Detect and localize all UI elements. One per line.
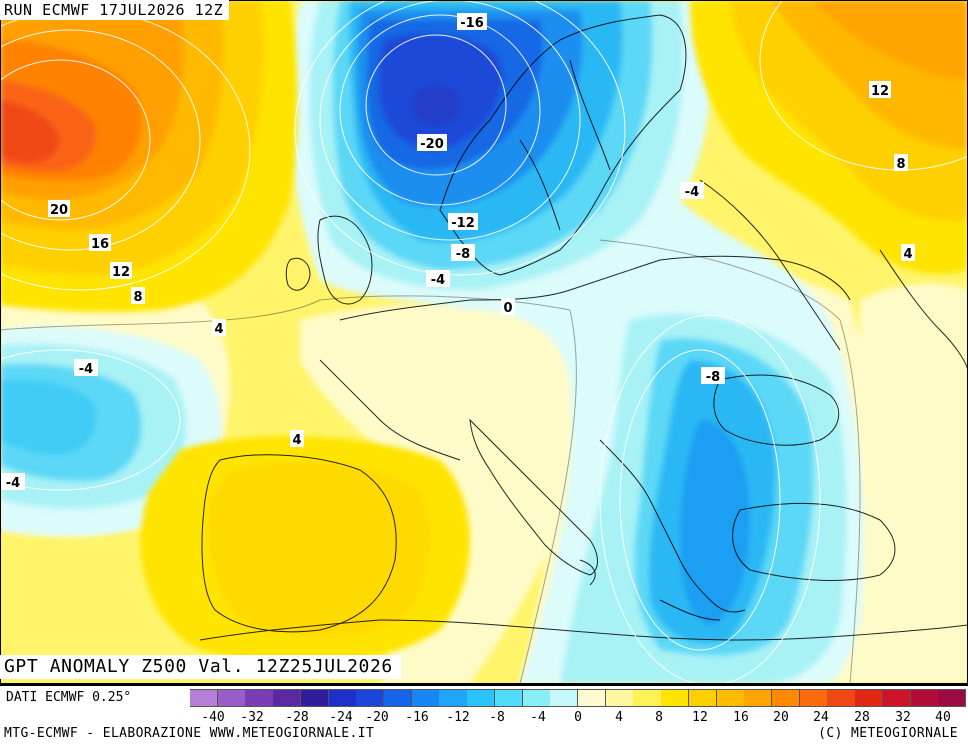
colorbar-swatch: [217, 689, 246, 707]
colorbar-swatch: [744, 689, 773, 707]
colorbar-swatch: [467, 689, 496, 707]
contour-label: -4: [79, 362, 93, 377]
colorbar-swatch: [300, 689, 330, 707]
contour-label: -16: [460, 16, 484, 31]
map-title: GPT ANOMALY Z500 Val. 12Z25JUL2026: [0, 655, 401, 679]
contour-label: 16: [91, 237, 109, 252]
colorbar-tick-label: -20: [365, 710, 389, 725]
colorbar-swatch: [245, 689, 274, 707]
colorbar: [190, 689, 967, 707]
negative-anomaly-areas: [0, 0, 864, 684]
colorbar-tick-label: 40: [935, 710, 951, 725]
colorbar-tick-label: 24: [813, 710, 829, 725]
contour-label: -4: [6, 476, 20, 491]
run-label: RUN ECMWF 17JUL2026 12Z: [0, 0, 230, 20]
colorbar-swatch: [578, 689, 607, 707]
colorbar-tick-label: -32: [240, 710, 264, 725]
colorbar-swatch: [633, 689, 662, 707]
contour-label: 20: [50, 203, 68, 218]
contour-label: 12: [112, 265, 130, 280]
colorbar-swatch: [411, 689, 440, 707]
contour-label: -20: [420, 137, 444, 152]
legend-panel: DATI ECMWF 0.25° -40 -32 -28 -24 -20 -16 -12 -8…: [0, 684, 968, 747]
colorbar-tick-label: 4: [615, 710, 623, 725]
footer-left: MTG-ECMWF - ELABORAZIONE WWW.METEOGIORNA…: [4, 726, 375, 741]
colorbar-tick-label: -24: [329, 710, 353, 725]
contour-labels: -16 -20 -12 -8 -4 0 -4 12 8 4 20 16 12 8…: [1, 13, 915, 491]
contour-label: -4: [685, 185, 699, 200]
colorbar-swatch: [550, 689, 579, 707]
colorbar-swatch: [688, 689, 718, 707]
contour-label: 4: [903, 247, 912, 262]
colorbar-tick-label: 0: [574, 710, 582, 725]
colorbar-tick-label: -16: [405, 710, 429, 725]
contour-label: 4: [214, 322, 223, 337]
colorbar-tick-label: -12: [446, 710, 470, 725]
colorbar-swatch: [605, 689, 634, 707]
data-source-label: DATI ECMWF 0.25°: [6, 690, 132, 705]
colorbar-tick-label: 8: [655, 710, 663, 725]
contour-label: -8: [456, 247, 470, 262]
colorbar-swatch: [938, 689, 967, 707]
colorbar-swatch: [328, 689, 357, 707]
colorbar-swatch: [439, 689, 468, 707]
colorbar-tick-label: 28: [854, 710, 870, 725]
positive-anomaly-areas: [0, 0, 968, 664]
colorbar-tick-label: -4: [530, 710, 546, 725]
colorbar-swatch: [855, 689, 884, 707]
colorbar-swatch: [799, 689, 828, 707]
colorbar-tick-label: 32: [895, 710, 911, 725]
anomaly-map: -16 -20 -12 -8 -4 0 -4 12 8 4 20 16 12 8…: [0, 0, 968, 684]
contour-label: 8: [896, 157, 905, 172]
colorbar-swatch: [882, 689, 912, 707]
coastlines: [199, 14, 968, 641]
colorbar-swatch: [716, 689, 745, 707]
contour-label: 0: [503, 301, 512, 316]
contour-label: -8: [706, 370, 720, 385]
colorbar-tick-label: -40: [201, 710, 225, 725]
contour-label: -4: [431, 273, 445, 288]
colorbar-swatch: [522, 689, 551, 707]
colorbar-swatch: [190, 689, 219, 707]
colorbar-tick-label: 20: [773, 710, 789, 725]
contour-label: 8: [133, 290, 142, 305]
colorbar-swatch: [661, 689, 690, 707]
colorbar-tick-label: -8: [489, 710, 505, 725]
contour-label: 4: [292, 433, 301, 448]
colorbar-swatch: [772, 689, 801, 707]
footer-right: (C) METEOGIORNALE: [818, 726, 958, 741]
colorbar-swatch: [910, 689, 939, 707]
colorbar-swatch: [827, 689, 856, 707]
colorbar-tick-label: 16: [733, 710, 749, 725]
colorbar-tick-label: -28: [285, 710, 309, 725]
colorbar-swatch: [494, 689, 524, 707]
colorbar-tick-label: 12: [692, 710, 708, 725]
colorbar-swatch: [356, 689, 385, 707]
contour-label: 12: [871, 84, 889, 99]
colorbar-swatch: [384, 689, 413, 707]
colorbar-swatch: [273, 689, 302, 707]
zero-contour: [0, 239, 861, 684]
contour-label: -12: [451, 216, 475, 231]
